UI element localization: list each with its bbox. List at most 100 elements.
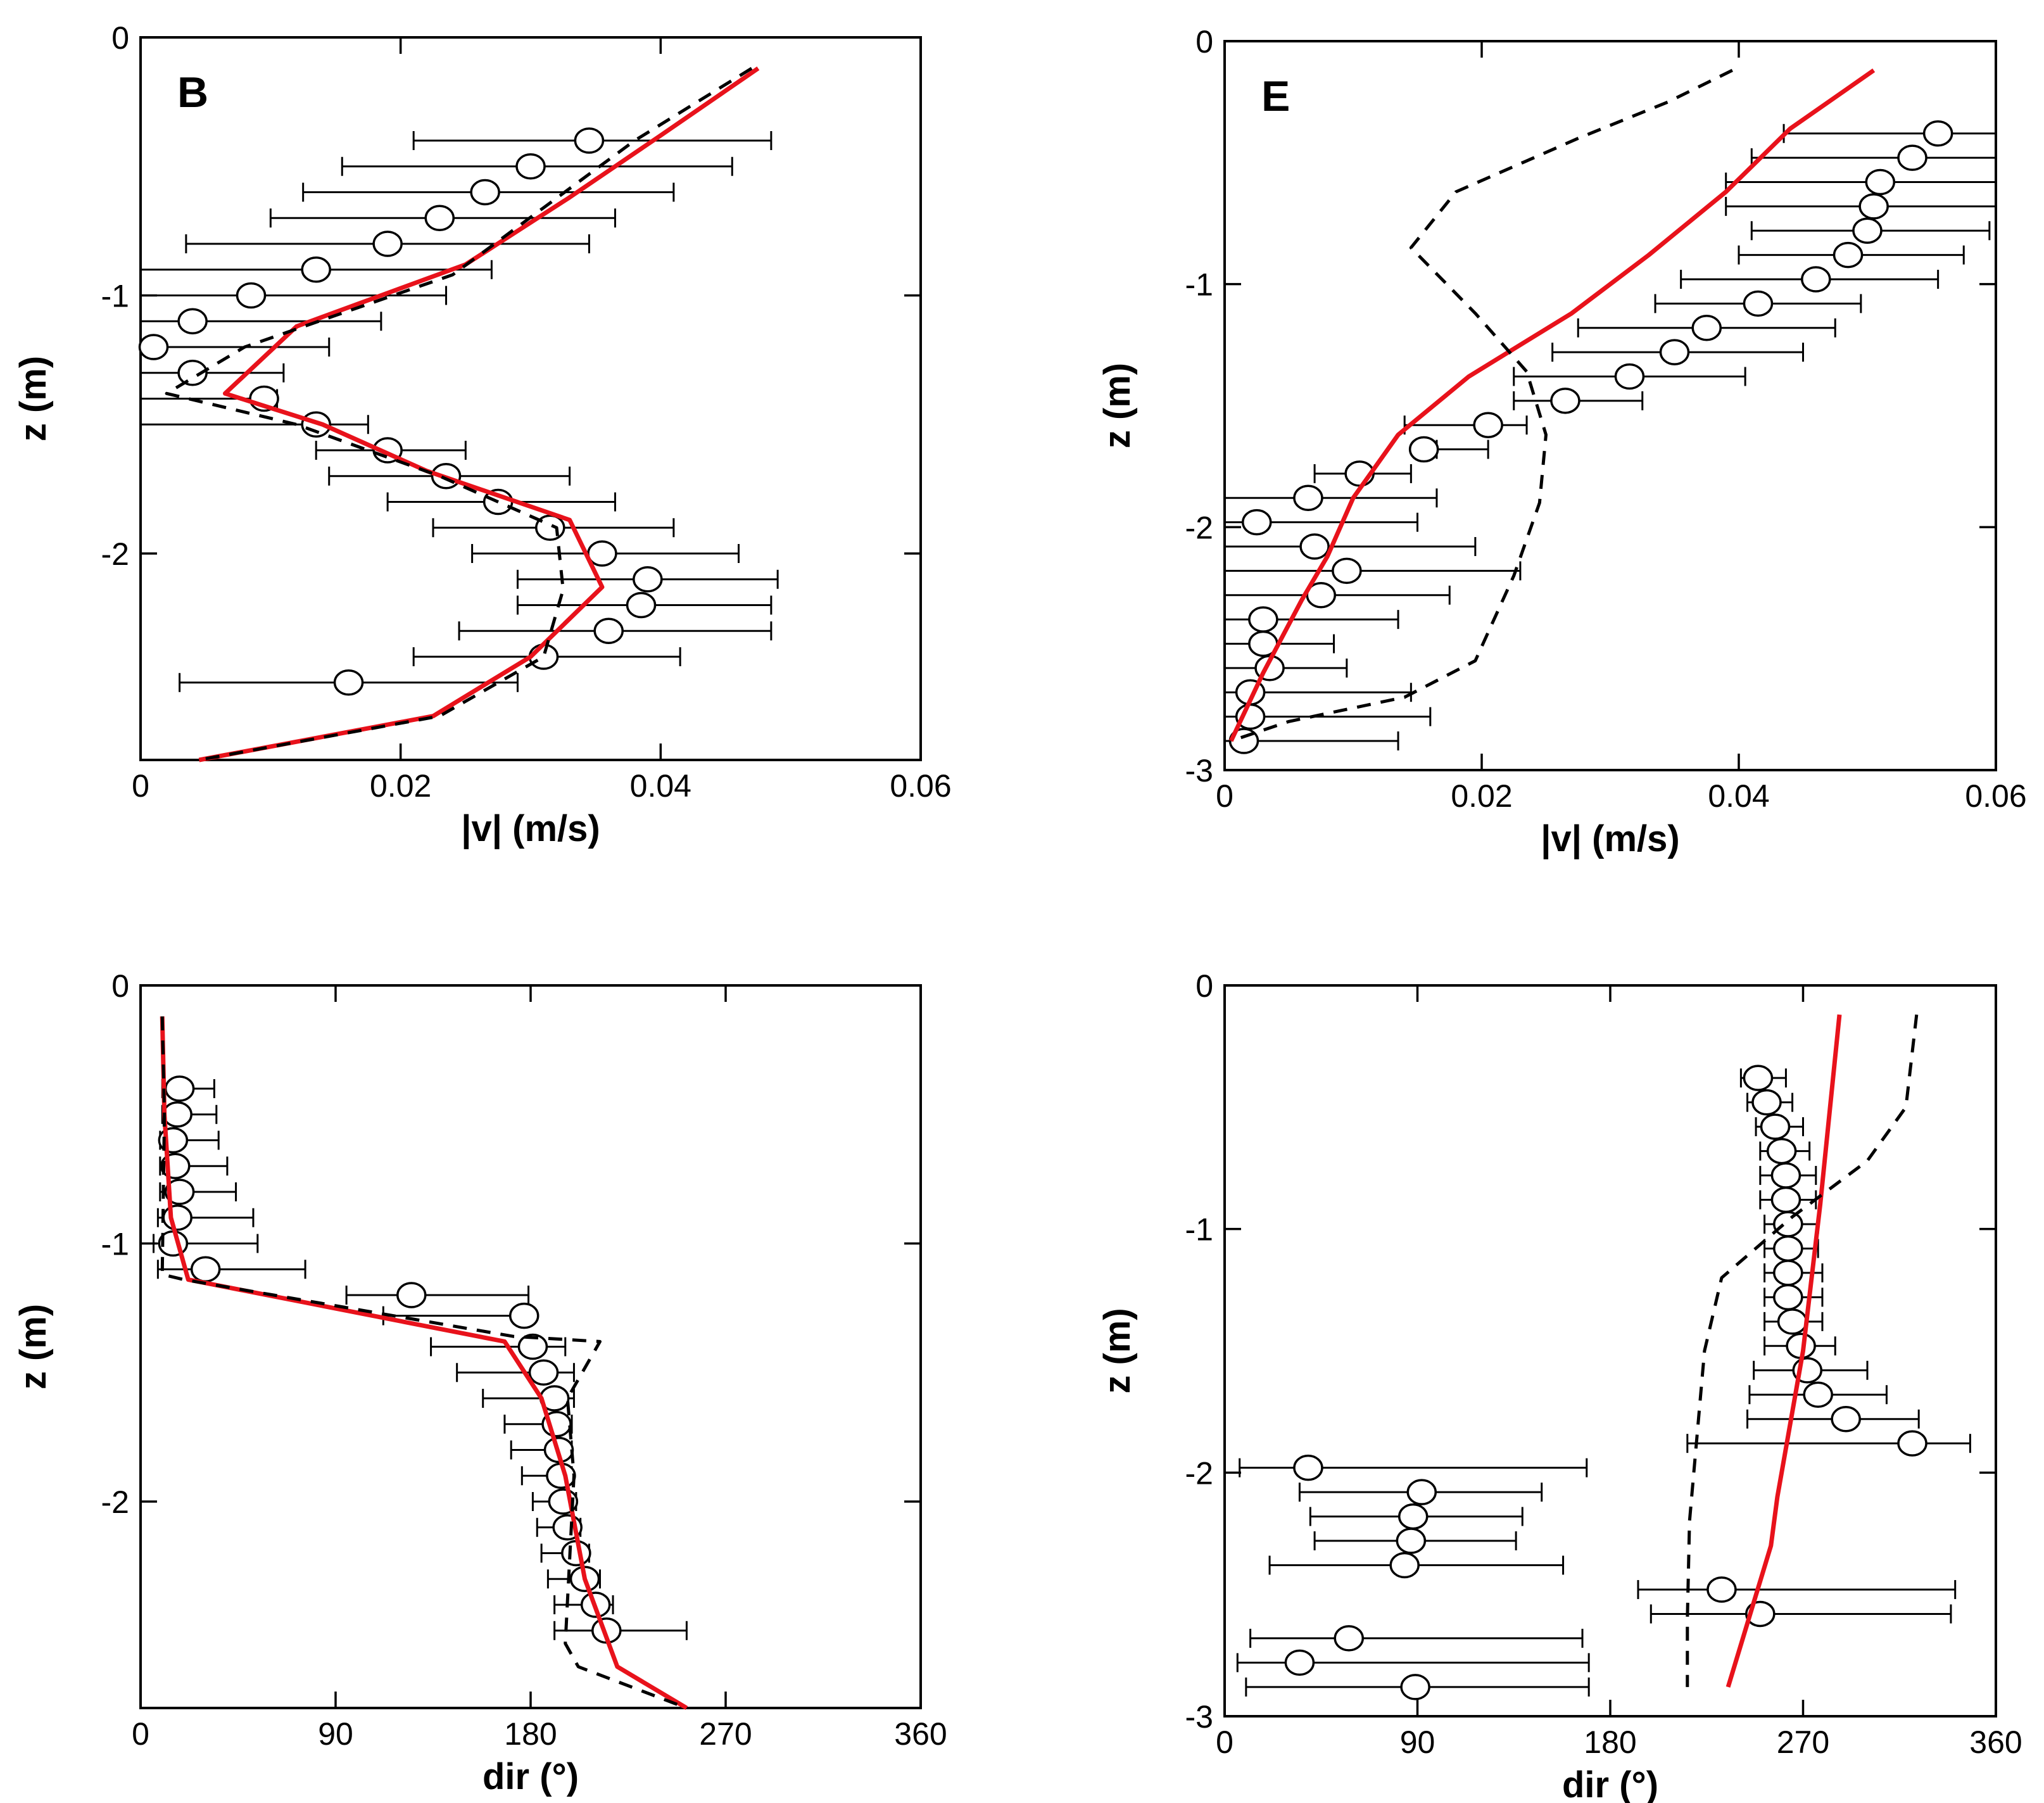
observation-point <box>301 256 331 283</box>
observation-point <box>1922 120 1953 147</box>
x-tick-label: 0 <box>132 1716 149 1752</box>
y-tick-label: 0 <box>1195 968 1213 1004</box>
observation-point <box>1400 1674 1430 1700</box>
observation-point <box>372 231 403 257</box>
observation-point <box>1284 1649 1315 1676</box>
observation-point <box>1770 1162 1801 1189</box>
observation-point <box>396 1282 427 1308</box>
observation-series <box>1236 1065 1971 1700</box>
y-tick-label: -2 <box>101 536 129 572</box>
dashed-profile-line <box>165 66 753 762</box>
x-tick-label: 0.02 <box>370 768 431 804</box>
x-tick-label: 0 <box>1216 1724 1233 1760</box>
observation-point <box>190 1256 221 1282</box>
observation-point <box>1691 314 1722 341</box>
observation-series <box>1223 120 1997 754</box>
observation-point <box>574 127 605 154</box>
observation-point <box>1397 1503 1429 1530</box>
observation-point <box>1773 1284 1803 1311</box>
y-tick-label: -1 <box>101 279 129 314</box>
observation-point <box>1766 1137 1797 1165</box>
observation-point <box>633 566 663 593</box>
observation-point <box>1659 339 1690 365</box>
y-tick-label: -1 <box>1185 267 1213 303</box>
observation-point <box>1614 363 1645 390</box>
observation-point <box>626 592 657 619</box>
panel-label: E <box>1261 72 1290 120</box>
observation-point <box>1706 1576 1737 1603</box>
observation-point <box>528 1359 559 1386</box>
x-tick-label: 360 <box>1969 1724 2022 1760</box>
x-axis-title: |v| (m/s) <box>461 808 600 849</box>
observation-point <box>470 179 500 206</box>
y-tick-label: -2 <box>1185 1455 1213 1491</box>
observation-point <box>138 334 169 360</box>
observation-point <box>162 1101 192 1128</box>
observation-point <box>593 617 624 644</box>
model-profile-line <box>198 66 760 762</box>
observation-point <box>1897 1430 1927 1457</box>
x-tick-label: 180 <box>504 1716 557 1752</box>
x-tick-label: 0.06 <box>890 768 951 804</box>
y-tick-label: 0 <box>1195 24 1213 60</box>
observation-point <box>1773 1211 1803 1237</box>
x-axis-title: |v| (m/s) <box>1541 818 1679 859</box>
observation-point <box>162 1205 192 1231</box>
observation-point <box>1299 533 1330 560</box>
observation-point <box>1389 1552 1420 1579</box>
observation-point <box>1406 1479 1437 1505</box>
observation-point <box>1473 412 1503 438</box>
x-tick-label: 180 <box>1584 1724 1636 1760</box>
observation-point <box>164 1075 195 1102</box>
observation-point <box>177 360 208 386</box>
y-tick-label: -3 <box>1185 1699 1213 1735</box>
y-axis-title: z (m) <box>13 356 54 441</box>
plot-frame <box>1223 40 1997 771</box>
observation-point <box>517 1333 548 1360</box>
y-tick-label: -3 <box>1185 753 1213 788</box>
observation-point <box>1332 557 1362 585</box>
x-tick-label: 0.06 <box>1965 778 2026 814</box>
panel-b-dir: 0 90 180 270 360 0 -1 -2 dir (°) z (m) <box>13 968 947 1797</box>
model-profile-line <box>1725 1014 1842 1688</box>
y-axis-title: z (m) <box>1097 363 1138 448</box>
plot-frame <box>1223 984 1997 1718</box>
panel-label: B <box>177 68 208 117</box>
model-profile-line <box>1228 68 1876 742</box>
x-tick-label: 90 <box>318 1716 353 1752</box>
observation-point <box>1770 1186 1801 1213</box>
observation-series <box>153 1075 688 1644</box>
observation-point <box>1803 1381 1833 1408</box>
observation-point <box>1897 144 1927 171</box>
observation-point <box>1831 1405 1861 1433</box>
x-tick-label: 270 <box>699 1716 752 1752</box>
model-profile-line <box>160 1016 688 1711</box>
observation-point <box>1248 606 1278 633</box>
x-tick-label: 360 <box>894 1716 947 1752</box>
x-tick-label: 0.04 <box>630 768 691 804</box>
y-tick-label: -2 <box>1185 510 1213 545</box>
observation-point <box>164 1179 195 1205</box>
dashed-profile-line <box>1686 1014 1919 1687</box>
observation-point <box>1773 1260 1803 1286</box>
observation-point <box>333 669 364 696</box>
x-tick-label: 270 <box>1777 1724 1829 1760</box>
observation-point <box>1777 1308 1808 1335</box>
y-tick-label: 0 <box>111 968 129 1004</box>
observation-point <box>1293 1454 1323 1481</box>
panel-e: 0 0.02 0.04 0.06 0 -1 -2 -3 |v| (m/s) z (m) E <box>1097 24 2027 859</box>
x-tick-label: 0.04 <box>1708 778 1769 814</box>
y-axis-title: z (m) <box>13 1304 54 1389</box>
observation-point <box>1833 241 1864 269</box>
observation-point <box>424 205 455 231</box>
x-tick-label: 0.02 <box>1451 778 1512 814</box>
x-tick-label: 0 <box>132 768 149 804</box>
y-tick-label: -2 <box>101 1484 129 1520</box>
observation-point <box>1334 1625 1364 1652</box>
y-tick-label: 0 <box>111 20 129 56</box>
observation-point <box>177 308 208 334</box>
observation-series <box>138 127 779 696</box>
y-tick-label: -1 <box>101 1227 129 1262</box>
observation-point <box>1396 1528 1427 1554</box>
